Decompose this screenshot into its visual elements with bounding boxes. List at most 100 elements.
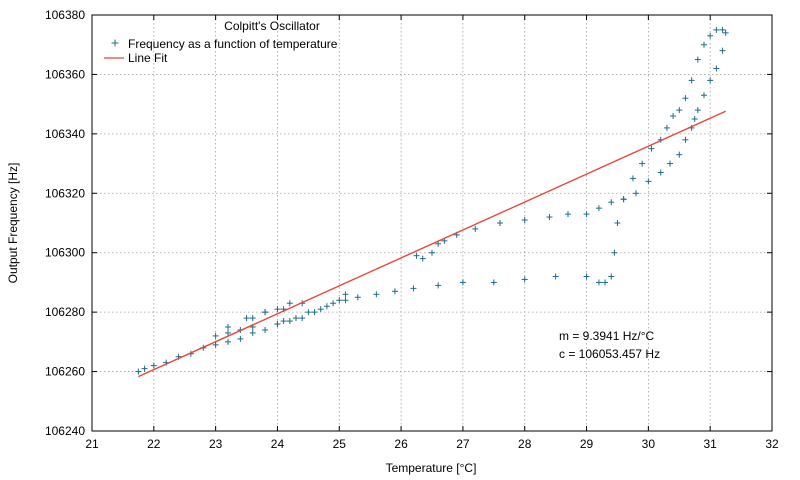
plot-frame	[91, 14, 773, 432]
data-point	[262, 309, 269, 316]
y-tick-label: 106300	[45, 246, 85, 260]
x-tick-label: 29	[580, 437, 594, 451]
y-tick-label: 106340	[45, 127, 85, 141]
data-point	[280, 318, 287, 325]
data-point	[521, 276, 528, 283]
data-point	[262, 326, 269, 333]
data-point	[546, 214, 553, 221]
data-point	[410, 285, 417, 292]
data-point	[719, 26, 726, 33]
x-tick-label: 31	[704, 437, 718, 451]
data-point	[429, 249, 435, 256]
data-point	[354, 294, 361, 301]
data-point	[317, 306, 324, 313]
data-point	[701, 92, 707, 99]
data-point	[225, 324, 231, 330]
annotation-intercept: c = 106053.457 Hz	[559, 347, 660, 361]
data-point	[670, 113, 677, 120]
y-tick-label: 106320	[45, 186, 85, 200]
data-point	[249, 315, 256, 322]
x-tick-label: 24	[271, 437, 285, 451]
data-point	[490, 279, 497, 286]
x-tick-labels: 21 22 23 24 25 26 27 28 29 30 31 32	[85, 437, 779, 451]
data-point	[595, 279, 602, 286]
data-point	[682, 95, 689, 102]
y-tick-label: 106380	[45, 8, 85, 22]
chart-title: Colpitt's Oscillator	[224, 19, 320, 33]
data-point	[595, 205, 602, 212]
data-point	[722, 29, 729, 36]
data-point	[552, 273, 559, 280]
y-tick-labels: 106240 106260 106280 106300 106320 106340 1063…	[45, 8, 85, 438]
data-point	[707, 77, 714, 84]
y-tick-label: 106280	[45, 305, 85, 319]
grid-lines	[92, 15, 772, 431]
data-point	[565, 211, 571, 218]
data-point	[299, 315, 306, 322]
data-point	[688, 77, 695, 84]
data-point	[611, 249, 618, 256]
data-point	[286, 300, 293, 307]
x-tick-label: 21	[85, 437, 99, 451]
data-point	[608, 273, 615, 280]
data-point	[141, 365, 148, 372]
data-point	[614, 220, 621, 226]
x-tick-label: 22	[147, 437, 161, 451]
data-point	[373, 291, 380, 298]
data-point	[342, 297, 349, 304]
data-point	[237, 335, 244, 342]
x-tick-label: 23	[209, 437, 223, 451]
x-tick-label: 30	[642, 437, 656, 451]
data-point	[694, 107, 701, 114]
data-point	[676, 107, 683, 114]
data-point	[608, 199, 615, 206]
y-tick-label: 106360	[45, 67, 85, 81]
legend: Frequency as a function of temperature L…	[104, 37, 338, 65]
data-point	[212, 332, 219, 339]
data-point	[249, 329, 256, 336]
data-point	[629, 175, 636, 182]
y-axis-label: Output Frequency [Hz]	[6, 163, 20, 284]
x-tick-label: 26	[394, 437, 408, 451]
data-point	[691, 116, 698, 122]
data-point	[323, 303, 330, 310]
data-point	[707, 32, 714, 39]
line-fit	[138, 110, 726, 378]
legend-label-frequency: Frequency as a function of temperature	[128, 37, 338, 51]
data-point	[150, 362, 157, 369]
annotation-slope: m = 9.3941 Hz/°C	[559, 329, 655, 343]
legend-label-line-fit: Line Fit	[128, 51, 168, 65]
x-tick-label: 27	[456, 437, 470, 451]
data-point	[657, 169, 664, 176]
data-point	[419, 255, 426, 262]
data-point	[648, 145, 655, 152]
data-point	[459, 279, 466, 286]
y-tick-label: 106260	[45, 365, 85, 379]
data-point	[645, 178, 652, 185]
data-point	[330, 300, 337, 307]
data-point	[472, 225, 479, 232]
data-point	[713, 26, 720, 33]
data-point	[497, 220, 503, 226]
axis-ticks	[91, 14, 773, 432]
data-point	[286, 318, 293, 325]
x-tick-label: 32	[765, 437, 779, 451]
data-point	[676, 151, 683, 158]
data-point	[274, 321, 281, 328]
x-tick-label: 28	[518, 437, 532, 451]
data-point	[633, 190, 639, 197]
data-point	[639, 160, 646, 167]
data-point	[682, 136, 689, 143]
data-point	[413, 252, 420, 259]
x-axis-label: Temperature [°C]	[386, 461, 477, 475]
data-series	[135, 26, 729, 378]
data-point	[521, 217, 528, 224]
data-point	[243, 315, 250, 322]
data-point	[305, 309, 312, 316]
data-point	[225, 338, 231, 345]
data-point	[135, 368, 142, 375]
data-point	[311, 309, 318, 316]
data-point	[602, 279, 609, 286]
y-tick-label: 106240	[45, 424, 85, 438]
data-point	[667, 160, 673, 167]
